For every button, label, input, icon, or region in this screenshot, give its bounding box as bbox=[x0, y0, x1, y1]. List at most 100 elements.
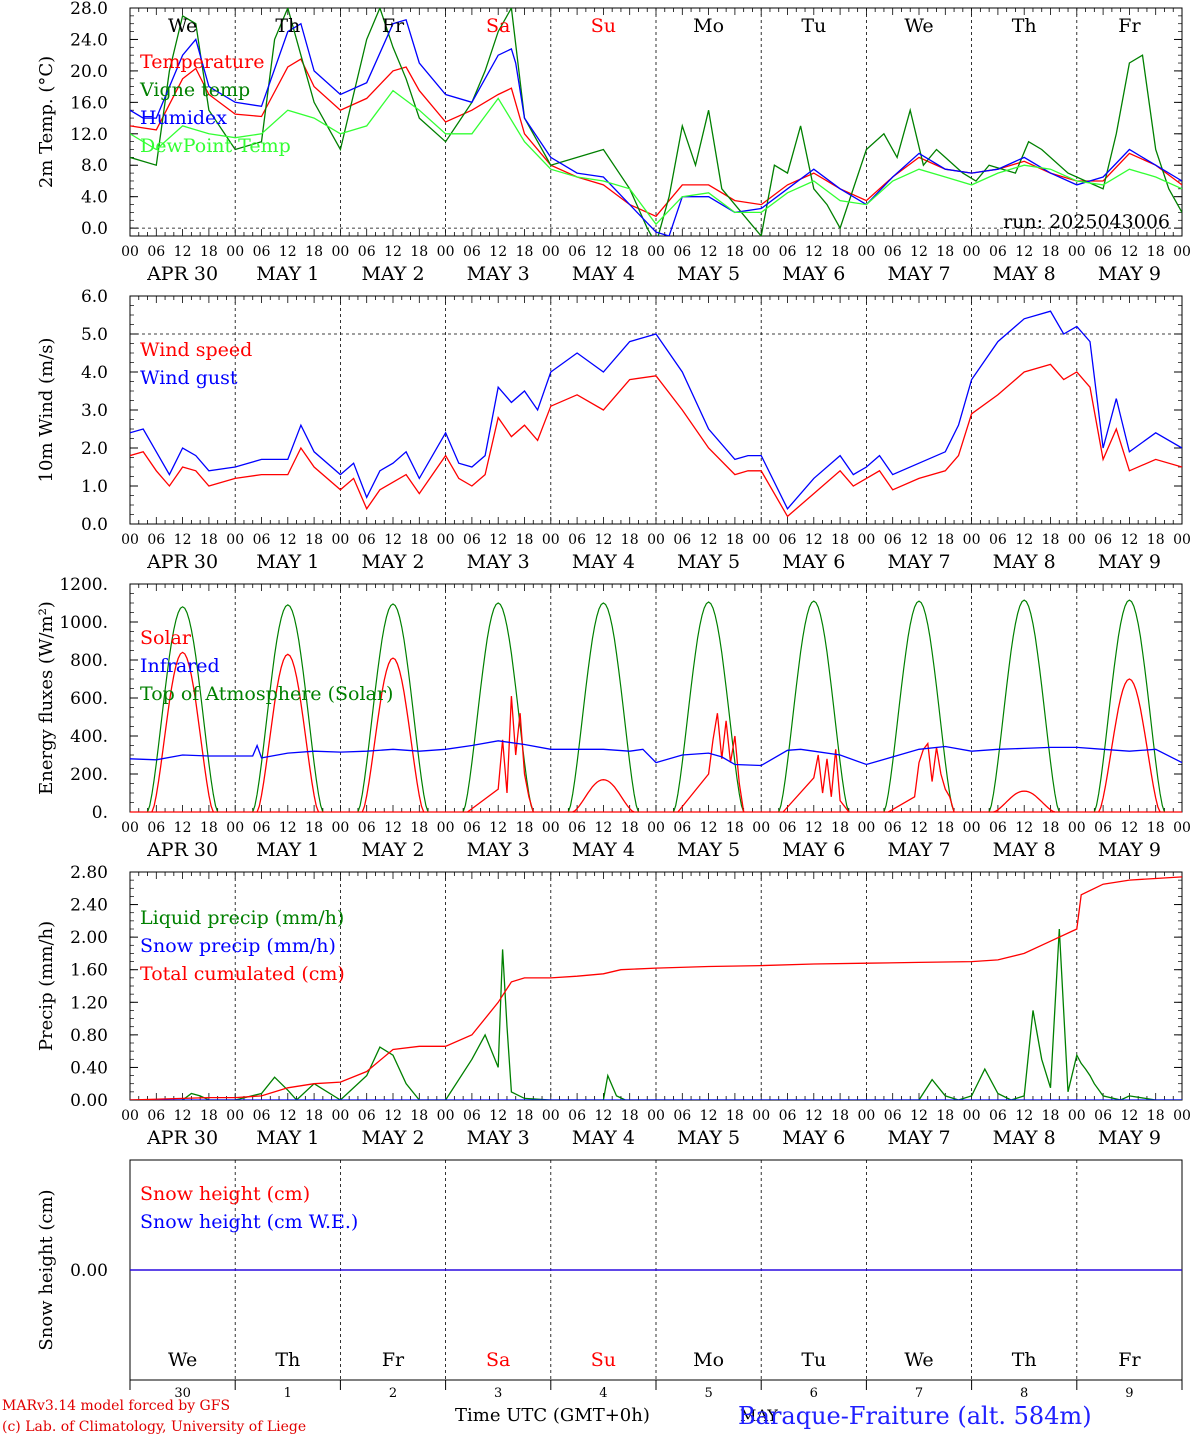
day-number: 1 bbox=[284, 1386, 292, 1398]
hour-tick-label: 12 bbox=[174, 532, 192, 548]
hour-tick-label: 12 bbox=[594, 1108, 612, 1124]
hour-tick-label: 00 bbox=[963, 1108, 981, 1124]
hour-tick-label: 18 bbox=[621, 1108, 639, 1124]
hour-tick-label: 06 bbox=[147, 1108, 165, 1124]
hour-tick-label: 12 bbox=[910, 532, 928, 548]
hour-tick-label: 12 bbox=[1015, 244, 1033, 260]
y-tick-label: 0.00 bbox=[70, 1091, 108, 1111]
hour-tick-label: 18 bbox=[305, 820, 323, 836]
hour-tick-label: 06 bbox=[253, 1108, 271, 1124]
day-number: 6 bbox=[810, 1386, 818, 1398]
date-label: MAY 5 bbox=[677, 839, 740, 861]
hour-tick-label: 18 bbox=[936, 244, 954, 260]
date-label: MAY 7 bbox=[887, 551, 950, 573]
hour-tick-label: 12 bbox=[1120, 820, 1138, 836]
hour-tick-label: 06 bbox=[673, 244, 691, 260]
run-label: run: 2025043006 bbox=[1003, 211, 1170, 233]
solar-line bbox=[1098, 678, 1161, 813]
date-label: MAY 5 bbox=[677, 1127, 740, 1149]
hour-tick-label: 18 bbox=[1147, 244, 1165, 260]
hour-tick-label: 12 bbox=[1120, 1108, 1138, 1124]
date-label: MAY 8 bbox=[993, 551, 1056, 573]
day-number: 2 bbox=[389, 1386, 397, 1398]
y-tick-label: 2.40 bbox=[70, 896, 108, 916]
hour-tick-label: 18 bbox=[305, 532, 323, 548]
hour-tick-label: 06 bbox=[253, 532, 271, 548]
day-number: 8 bbox=[1020, 1386, 1028, 1398]
weekday-label: We bbox=[168, 15, 197, 37]
lab-credit: (c) Lab. of Climatology, University of L… bbox=[2, 1419, 307, 1435]
hour-tick-label: 18 bbox=[1042, 1108, 1060, 1124]
station-title: Baraque-Fraiture (alt. 584m) bbox=[738, 1402, 1092, 1430]
y-tick-label: 2.80 bbox=[70, 863, 108, 883]
y-axis-label: Energy fluxes (W/m²) bbox=[36, 601, 57, 795]
weekday-label: Su bbox=[591, 1349, 616, 1371]
legend-entry: Total cumulated (cm) bbox=[140, 963, 345, 985]
weekday-label: Th bbox=[275, 15, 300, 37]
y-tick-label: 0.00 bbox=[70, 1261, 108, 1281]
hour-tick-label: 06 bbox=[884, 532, 902, 548]
y-tick-label: 1.20 bbox=[70, 993, 108, 1013]
hour-tick-label: 12 bbox=[910, 1108, 928, 1124]
hour-tick-label: 18 bbox=[936, 820, 954, 836]
weekday-label: Fr bbox=[1118, 1349, 1141, 1371]
day-number: 3 bbox=[494, 1386, 502, 1398]
hour-tick-label: 12 bbox=[805, 244, 823, 260]
infrared-line bbox=[130, 740, 1182, 767]
hour-tick-label: 06 bbox=[989, 1108, 1007, 1124]
y-tick-label: 400. bbox=[70, 727, 108, 747]
y-tick-label: 12.0 bbox=[70, 125, 108, 145]
solar-line bbox=[467, 696, 534, 813]
hour-tick-label: 06 bbox=[358, 532, 376, 548]
hour-tick-label: 06 bbox=[779, 532, 797, 548]
date-label: MAY 2 bbox=[361, 551, 424, 573]
date-label: MAY 7 bbox=[887, 263, 950, 285]
hour-tick-label: 06 bbox=[568, 1108, 586, 1124]
hour-tick-label: 12 bbox=[805, 532, 823, 548]
hour-tick-label: 06 bbox=[358, 1108, 376, 1124]
hour-tick-label: 00 bbox=[647, 1108, 665, 1124]
hour-tick-label: 00 bbox=[1173, 532, 1191, 548]
weekday-label: Mo bbox=[693, 15, 724, 37]
hour-tick-label: 00 bbox=[226, 532, 244, 548]
day-number: 30 bbox=[174, 1386, 191, 1398]
hour-tick-label: 06 bbox=[358, 820, 376, 836]
hour-tick-label: 18 bbox=[516, 532, 534, 548]
date-label: MAY 8 bbox=[993, 839, 1056, 861]
y-tick-label: 1200. bbox=[59, 575, 108, 595]
weekday-label: Th bbox=[1012, 15, 1037, 37]
hour-tick-label: 12 bbox=[1015, 820, 1033, 836]
hour-tick-label: 00 bbox=[1068, 244, 1086, 260]
x-axis-label: Time UTC (GMT+0h) bbox=[455, 1405, 650, 1426]
toa-solar-line bbox=[357, 603, 429, 813]
legend-entry: Vigne temp bbox=[139, 79, 250, 101]
hour-tick-label: 18 bbox=[831, 244, 849, 260]
hour-tick-label: 00 bbox=[121, 820, 139, 836]
weekday-label: Fr bbox=[382, 15, 405, 37]
panel-5: 0.00 Snow height (cm) Snow height (cm) Snow… bbox=[36, 1159, 1183, 1381]
hour-tick-label: 00 bbox=[331, 820, 349, 836]
hour-tick-label: 00 bbox=[437, 820, 455, 836]
y-tick-label: 200. bbox=[70, 765, 108, 785]
solar-line bbox=[993, 790, 1056, 813]
hour-tick-label: 12 bbox=[910, 244, 928, 260]
month-label: MAY bbox=[740, 1406, 778, 1425]
y-tick-label: 0.0 bbox=[81, 219, 108, 239]
hour-tick-label: 12 bbox=[1120, 244, 1138, 260]
hour-tick-label: 06 bbox=[463, 820, 481, 836]
meteogram: 0.04.08.012.016.020.024.028.02m Temp. (°… bbox=[36, 0, 1191, 1398]
hour-tick-label: 12 bbox=[384, 244, 402, 260]
hour-tick-label: 06 bbox=[989, 820, 1007, 836]
hour-tick-label: 12 bbox=[700, 244, 718, 260]
hour-tick-label: 18 bbox=[200, 1108, 218, 1124]
hour-tick-label: 06 bbox=[147, 532, 165, 548]
toa-solar-line bbox=[883, 600, 955, 813]
hour-tick-label: 06 bbox=[463, 1108, 481, 1124]
legend-entry: Snow height (cm W.E.) bbox=[140, 1211, 358, 1233]
hour-tick-label: 12 bbox=[1120, 532, 1138, 548]
hour-tick-label: 00 bbox=[647, 244, 665, 260]
hour-tick-label: 00 bbox=[226, 820, 244, 836]
day-number: 5 bbox=[704, 1386, 712, 1398]
weekday-label: We bbox=[168, 1349, 197, 1371]
hour-tick-label: 18 bbox=[516, 1108, 534, 1124]
